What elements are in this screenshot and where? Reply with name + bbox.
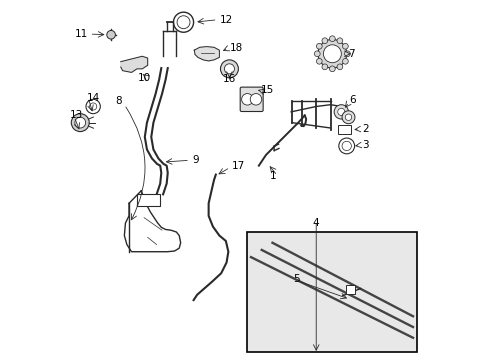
Text: 13: 13 bbox=[69, 110, 82, 120]
Circle shape bbox=[316, 43, 322, 49]
Text: 8: 8 bbox=[115, 96, 122, 106]
Circle shape bbox=[345, 114, 351, 121]
Circle shape bbox=[220, 60, 238, 78]
Bar bbox=[247, 232, 416, 352]
Circle shape bbox=[342, 43, 347, 49]
Text: 2: 2 bbox=[362, 124, 368, 134]
Circle shape bbox=[336, 64, 342, 70]
Circle shape bbox=[250, 94, 261, 105]
Circle shape bbox=[344, 51, 349, 57]
Text: 11: 11 bbox=[75, 29, 88, 39]
Circle shape bbox=[336, 38, 342, 44]
Text: 14: 14 bbox=[86, 93, 100, 103]
Text: 12: 12 bbox=[219, 15, 232, 25]
Circle shape bbox=[241, 94, 253, 105]
Circle shape bbox=[321, 64, 327, 70]
Text: 4: 4 bbox=[312, 218, 319, 228]
Text: 7: 7 bbox=[348, 49, 354, 59]
Circle shape bbox=[316, 58, 322, 64]
Circle shape bbox=[338, 138, 354, 154]
Circle shape bbox=[177, 16, 190, 29]
Text: 5: 5 bbox=[293, 274, 299, 284]
Circle shape bbox=[317, 40, 346, 68]
Circle shape bbox=[342, 58, 347, 64]
Circle shape bbox=[321, 38, 327, 44]
Circle shape bbox=[323, 45, 341, 63]
Text: 1: 1 bbox=[269, 171, 276, 181]
Text: 10: 10 bbox=[137, 73, 150, 83]
Bar bbox=[137, 194, 160, 206]
Text: 17: 17 bbox=[231, 161, 244, 171]
Circle shape bbox=[329, 36, 335, 41]
Circle shape bbox=[71, 114, 89, 132]
Circle shape bbox=[224, 64, 234, 74]
Circle shape bbox=[333, 105, 348, 119]
Polygon shape bbox=[194, 46, 219, 61]
Polygon shape bbox=[121, 56, 147, 72]
Text: 3: 3 bbox=[362, 140, 368, 150]
Text: 16: 16 bbox=[223, 74, 236, 84]
Circle shape bbox=[337, 108, 344, 116]
Circle shape bbox=[173, 12, 193, 32]
Circle shape bbox=[329, 66, 335, 72]
Circle shape bbox=[314, 51, 320, 57]
Bar bbox=[346, 285, 355, 294]
Text: 15: 15 bbox=[260, 85, 273, 95]
Circle shape bbox=[341, 141, 351, 150]
Circle shape bbox=[75, 117, 85, 128]
Circle shape bbox=[89, 103, 97, 110]
Polygon shape bbox=[337, 126, 350, 134]
Text: 9: 9 bbox=[192, 155, 199, 165]
Circle shape bbox=[106, 31, 115, 39]
FancyBboxPatch shape bbox=[240, 87, 263, 112]
Text: 6: 6 bbox=[349, 95, 355, 105]
Text: 18: 18 bbox=[230, 44, 243, 53]
Circle shape bbox=[86, 99, 100, 114]
Circle shape bbox=[341, 111, 354, 124]
